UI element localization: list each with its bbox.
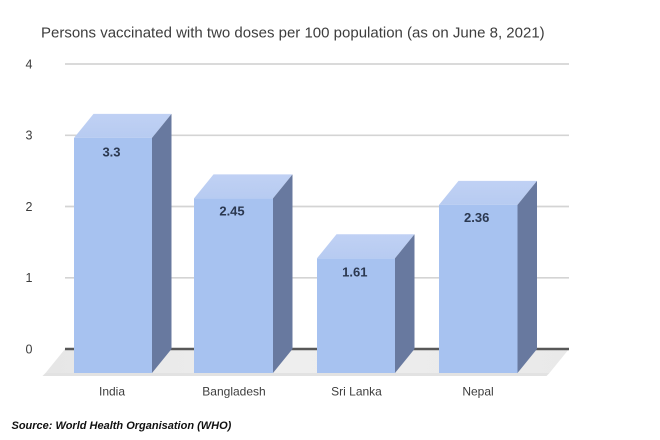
- svg-text:4: 4: [26, 57, 33, 71]
- svg-text:Nepal: Nepal: [462, 385, 493, 399]
- svg-text:2.45: 2.45: [219, 203, 244, 218]
- svg-text:3.3: 3.3: [102, 144, 120, 159]
- svg-text:Source: World Health Organisat: Source: World Health Organisation (WHO): [12, 420, 232, 432]
- svg-text:2: 2: [26, 200, 33, 214]
- svg-text:2.36: 2.36: [464, 210, 489, 225]
- svg-text:Bangladesh: Bangladesh: [202, 385, 265, 399]
- svg-text:3: 3: [26, 129, 33, 143]
- svg-text:0: 0: [26, 342, 33, 356]
- svg-text:1.61: 1.61: [342, 265, 367, 280]
- svg-text:1: 1: [26, 271, 33, 285]
- svg-text:Sri Lanka: Sri Lanka: [331, 385, 382, 399]
- svg-text:India: India: [99, 385, 125, 399]
- svg-text:Persons vaccinated with two do: Persons vaccinated with two doses per 10…: [41, 25, 545, 42]
